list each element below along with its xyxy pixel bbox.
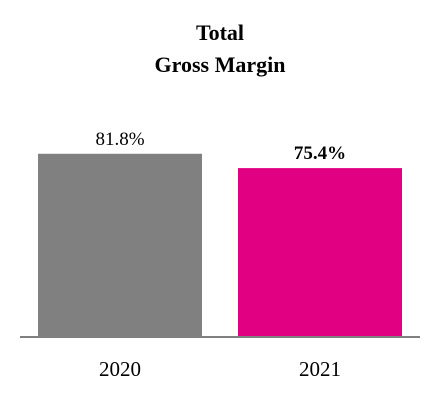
chart-title-line-1: Total bbox=[196, 20, 244, 45]
bars-group bbox=[38, 153, 402, 337]
labels-group: 81.8% 2020 75.4% 2021 bbox=[95, 129, 346, 381]
bar-2020 bbox=[38, 153, 202, 337]
data-label-2021: 75.4% bbox=[294, 143, 346, 164]
x-tick-label-2021: 2021 bbox=[299, 357, 341, 381]
x-tick-label-2020: 2020 bbox=[99, 357, 141, 381]
bar-2021 bbox=[238, 168, 402, 337]
chart-title-line-2: Gross Margin bbox=[155, 52, 286, 77]
data-label-2020: 81.8% bbox=[95, 129, 144, 150]
